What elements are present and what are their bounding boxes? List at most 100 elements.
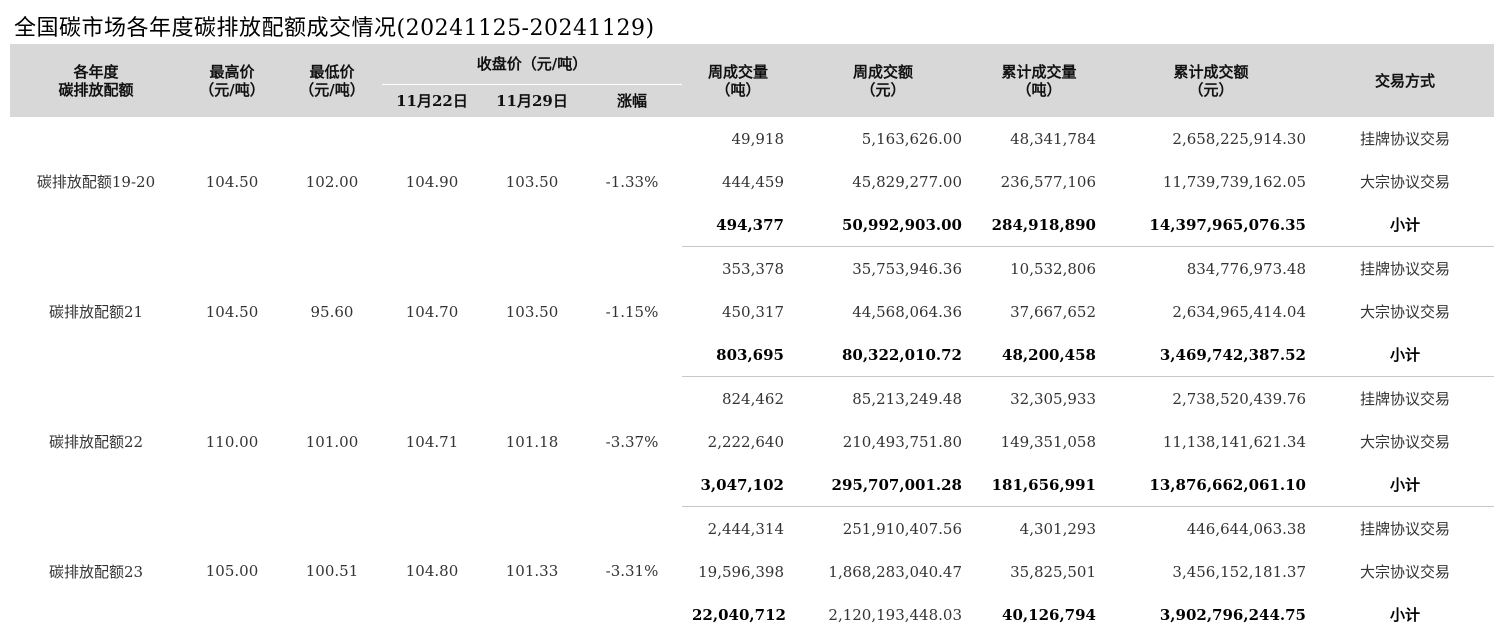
header-high-price: 最高价 （元/吨） bbox=[182, 44, 282, 117]
low-price-cell: 102.00 bbox=[305, 172, 359, 191]
week-volume-cell: 49,918 bbox=[731, 129, 785, 148]
cum-volume-cell: 236,577,106 bbox=[1000, 172, 1096, 191]
trade-method-cell: 挂牌协议交易 bbox=[1359, 260, 1450, 278]
cum-amount-cell: 446,644,063.38 bbox=[1186, 519, 1306, 538]
week-volume-subtotal-cell: 22,040,712 bbox=[692, 605, 786, 624]
subtotal-row: 803,695 80,322,010.72 48,200,458 3,469,7… bbox=[10, 333, 1494, 377]
header-cum-amount: 累计成交额 （元） bbox=[1106, 44, 1316, 117]
low-price-cell: 101.00 bbox=[305, 432, 359, 451]
close-1122-cell: 104.80 bbox=[405, 562, 459, 581]
week-volume-cell: 353,378 bbox=[721, 259, 784, 278]
cum-amount-subtotal-cell: 14,397,965,076.35 bbox=[1106, 203, 1316, 247]
week-volume-cell: 19,596,398 bbox=[698, 562, 784, 581]
quota-name-cell: 碳排放配额23 bbox=[48, 562, 144, 581]
week-amount-cell: 35,753,946.36 bbox=[852, 259, 962, 278]
close-1122-cell: 104.90 bbox=[405, 172, 459, 191]
week-amount-cell: 44,568,064.36 bbox=[852, 302, 962, 321]
table-row: 碳排放配额19-20 104.50 102.00 104.90 103.50 -… bbox=[10, 117, 1494, 192]
header-week-volume: 周成交量 （吨） bbox=[682, 44, 794, 117]
table-row: 19,596,398 1,868,283,040.47 35,825,501 3… bbox=[10, 550, 1494, 593]
header-low-price-line2: （元/吨） bbox=[299, 80, 365, 99]
header-year-quota: 各年度 碳排放配额 bbox=[10, 44, 182, 117]
header-high-price-line1: 最高价 bbox=[209, 62, 255, 81]
subtotal-label: 小计 bbox=[1316, 463, 1494, 507]
header-trade-method: 交易方式 bbox=[1316, 44, 1494, 117]
header-low-price: 最低价 （元/吨） bbox=[282, 44, 382, 117]
table-row: 碳排放配额23 105.00 100.51 104.80 101.33 -3.3… bbox=[10, 507, 1494, 581]
table-row: 444,459 45,829,277.00 236,577,106 11,739… bbox=[10, 160, 1494, 203]
quota-name-cell: 碳排放配额22 bbox=[48, 433, 144, 451]
week-volume-subtotal-cell: 494,377 bbox=[682, 203, 794, 247]
table-row: 碳排放配额22 110.00 101.00 104.71 101.18 -3.3… bbox=[10, 377, 1494, 452]
trade-method-cell: 大宗协议交易 bbox=[1359, 173, 1450, 191]
header-week-amount-line2: （元） bbox=[860, 80, 906, 99]
cum-amount-cell: 2,634,965,414.04 bbox=[1172, 302, 1306, 321]
week-amount-subtotal-cell: 2,120,193,448.03 bbox=[828, 605, 962, 624]
table-row: 2,222,640 210,493,751.80 149,351,058 11,… bbox=[10, 420, 1494, 463]
week-amount-cell: 1,868,283,040.47 bbox=[828, 562, 962, 581]
close-1129-cell: 101.18 bbox=[505, 432, 559, 451]
table-row: 碳排放配额21 104.50 95.60 104.70 103.50 -1.15… bbox=[10, 247, 1494, 322]
cum-amount-cell: 11,739,739,162.05 bbox=[1162, 172, 1306, 191]
page-title: 全国碳市场各年度碳排放配额成交情况(20241125-20241129) bbox=[14, 16, 655, 41]
subtotal-label: 小计 bbox=[1316, 203, 1494, 247]
close-1129-cell: 103.50 bbox=[505, 302, 559, 321]
table-header: 各年度 碳排放配额 最高价 （元/吨） 最低价 （元/吨） 收盘价（元/吨） 周… bbox=[10, 44, 1494, 117]
cum-amount-cell: 834,776,973.48 bbox=[1186, 259, 1306, 278]
cum-volume-subtotal-cell: 284,918,890 bbox=[972, 203, 1106, 247]
subtotal-row: 3,047,102 295,707,001.28 181,656,991 13,… bbox=[10, 463, 1494, 507]
close-1122-cell: 104.71 bbox=[405, 432, 459, 451]
high-price-cell: 104.50 bbox=[205, 172, 259, 191]
week-amount-subtotal-cell: 50,992,903.00 bbox=[794, 203, 972, 247]
week-volume-subtotal-cell: 803,695 bbox=[682, 333, 794, 377]
quota-name-cell: 碳排放配额21 bbox=[48, 303, 144, 321]
cum-volume-cell: 48,341,784 bbox=[1010, 129, 1096, 148]
week-amount-cell: 210,493,751.80 bbox=[842, 432, 962, 451]
cum-amount-cell: 3,456,152,181.37 bbox=[1172, 562, 1306, 581]
week-amount-cell: 251,910,407.56 bbox=[842, 519, 962, 538]
cum-volume-cell: 37,667,652 bbox=[1010, 302, 1096, 321]
header-date-1129: 11月29日 bbox=[482, 84, 582, 117]
week-volume-subtotal-cell: 3,047,102 bbox=[682, 463, 794, 507]
trade-method-cell: 大宗协议交易 bbox=[1359, 563, 1450, 581]
high-price-cell: 105.00 bbox=[205, 562, 259, 581]
cum-volume-subtotal-cell: 48,200,458 bbox=[972, 333, 1106, 377]
change-cell: -3.31% bbox=[605, 562, 659, 581]
low-price-cell: 100.51 bbox=[305, 562, 359, 581]
change-cell: -1.15% bbox=[605, 302, 659, 321]
week-amount-subtotal-cell: 295,707,001.28 bbox=[794, 463, 972, 507]
header-cum-volume-line1: 累计成交量 bbox=[1001, 62, 1077, 81]
cum-amount-cell: 11,138,141,621.34 bbox=[1162, 432, 1306, 451]
header-week-volume-line1: 周成交量 bbox=[707, 62, 768, 81]
header-cum-amount-line2: （元） bbox=[1188, 80, 1234, 99]
cum-amount-subtotal-cell: 3,902,796,244.75 bbox=[1159, 605, 1306, 624]
header-cum-volume: 累计成交量 （吨） bbox=[972, 44, 1106, 117]
subtotal-row: 22,040,712 2,120,193,448.03 40,126,794 3… bbox=[10, 593, 1494, 636]
table-row: 450,317 44,568,064.36 37,667,652 2,634,9… bbox=[10, 290, 1494, 333]
low-price-cell: 95.60 bbox=[310, 302, 354, 321]
week-amount-cell: 85,213,249.48 bbox=[852, 389, 962, 408]
close-1122-cell: 104.70 bbox=[405, 302, 459, 321]
header-year-quota-line2: 碳排放配额 bbox=[58, 80, 134, 99]
high-price-cell: 110.00 bbox=[205, 432, 259, 451]
header-close-price: 收盘价（元/吨） bbox=[382, 44, 682, 85]
trade-method-cell: 挂牌协议交易 bbox=[1359, 520, 1450, 538]
trade-method-cell: 挂牌协议交易 bbox=[1359, 390, 1450, 408]
week-volume-cell: 2,444,314 bbox=[707, 519, 784, 538]
quota-name-cell: 碳排放配额19-20 bbox=[36, 173, 156, 192]
cum-volume-cell: 35,825,501 bbox=[1010, 562, 1096, 581]
subtotal-row: 494,377 50,992,903.00 284,918,890 14,397… bbox=[10, 203, 1494, 247]
carbon-trade-table-container: 各年度 碳排放配额 最高价 （元/吨） 最低价 （元/吨） 收盘价（元/吨） 周… bbox=[10, 44, 1494, 636]
week-amount-subtotal-cell: 80,322,010.72 bbox=[794, 333, 972, 377]
week-amount-cell: 45,829,277.00 bbox=[852, 172, 962, 191]
cum-amount-cell: 2,658,225,914.30 bbox=[1172, 129, 1306, 148]
change-cell: -3.37% bbox=[605, 432, 659, 451]
cum-amount-subtotal-cell: 3,469,742,387.52 bbox=[1106, 333, 1316, 377]
header-cum-amount-line1: 累计成交额 bbox=[1173, 62, 1249, 81]
subtotal-label: 小计 bbox=[1389, 606, 1420, 624]
high-price-cell: 104.50 bbox=[205, 302, 259, 321]
header-low-price-line1: 最低价 bbox=[309, 62, 355, 81]
week-volume-cell: 2,222,640 bbox=[707, 432, 784, 451]
table-body: 碳排放配额19-20 104.50 102.00 104.90 103.50 -… bbox=[10, 117, 1494, 636]
week-volume-cell: 824,462 bbox=[721, 389, 784, 408]
